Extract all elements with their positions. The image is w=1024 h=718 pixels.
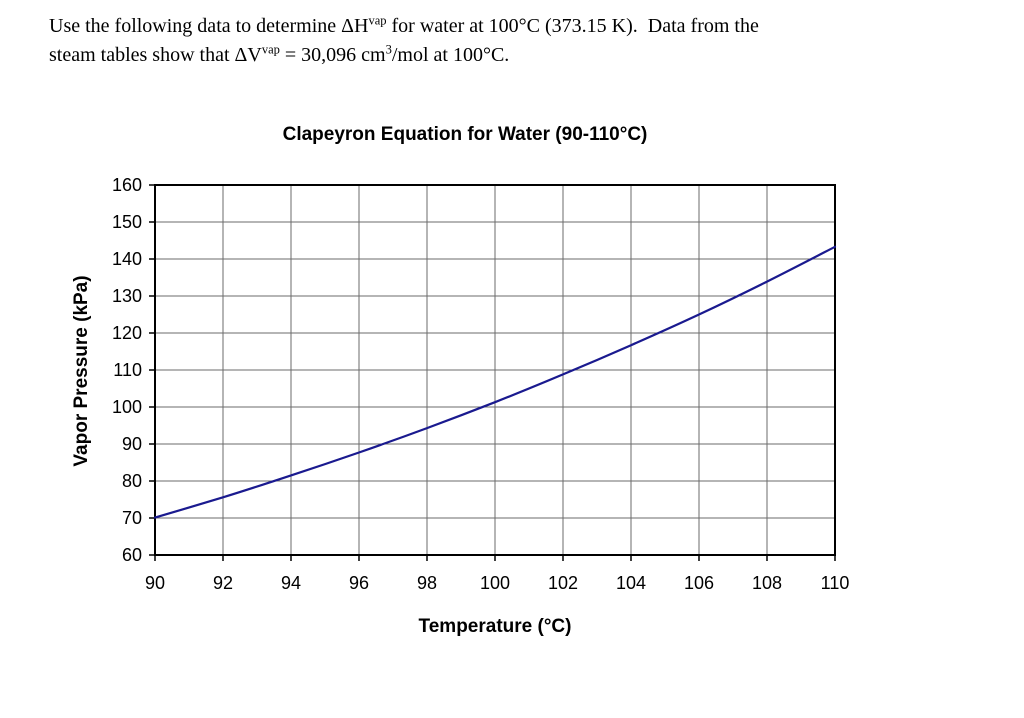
problem-text: /mol at 100°C. xyxy=(391,44,510,66)
y-tick-label: 110 xyxy=(113,360,142,380)
y-tick-label: 160 xyxy=(112,175,142,195)
x-tick-label: 100 xyxy=(480,573,510,593)
plot-border xyxy=(154,184,836,556)
problem-text: for water at 100°C (373.15 K). Data from… xyxy=(386,15,759,37)
y-tick-label: 90 xyxy=(122,434,142,454)
y-tick-label: 100 xyxy=(112,397,142,417)
x-tick-label: 90 xyxy=(145,573,165,593)
y-tick-label: 120 xyxy=(112,323,142,343)
superscript-vap: vap xyxy=(261,42,280,57)
superscript-3: 3 xyxy=(385,42,392,57)
x-tick-label: 108 xyxy=(752,573,782,593)
x-tick-label: 110 xyxy=(821,573,850,593)
x-tick-labels: 90 92 94 96 98 100 102 104 106 108 110 xyxy=(145,573,849,593)
vapor-pressure-curve xyxy=(153,245,837,519)
y-tick-label: 80 xyxy=(122,471,142,491)
x-axis-title: Temperature (°C) xyxy=(418,616,572,637)
y-tick-label: 150 xyxy=(112,212,142,232)
x-tick-label: 102 xyxy=(548,573,578,593)
y-tick-labels: 60 70 80 90 100 110 120 130 140 150 160 xyxy=(112,175,142,565)
y-tick-label: 70 xyxy=(122,508,142,528)
y-tick-label: 130 xyxy=(112,286,142,306)
superscript-vap: vap xyxy=(368,13,387,28)
problem-text: steam tables show that ΔV xyxy=(49,44,262,66)
gridlines xyxy=(154,184,836,556)
problem-text: = 30,096 cm xyxy=(279,44,386,66)
problem-statement: Use the following data to determine ΔHva… xyxy=(49,12,959,70)
problem-line-1: Use the following data to determine ΔHva… xyxy=(49,12,959,41)
y-tick-label: 60 xyxy=(122,545,142,565)
y-tick-label: 140 xyxy=(112,249,142,269)
tick-marks xyxy=(149,184,836,561)
chart-title: Clapeyron Equation for Water (90-110°C) xyxy=(282,124,648,145)
problem-line-2: steam tables show that ΔVvap = 30,096 cm… xyxy=(49,41,959,70)
x-tick-label: 94 xyxy=(281,573,301,593)
x-tick-label: 106 xyxy=(684,573,714,593)
x-tick-label: 96 xyxy=(349,573,369,593)
x-tick-label: 92 xyxy=(213,573,233,593)
x-tick-label: 104 xyxy=(616,573,646,593)
x-tick-label: 98 xyxy=(417,573,437,593)
problem-text: Use the following data to determine ΔH xyxy=(49,15,369,37)
